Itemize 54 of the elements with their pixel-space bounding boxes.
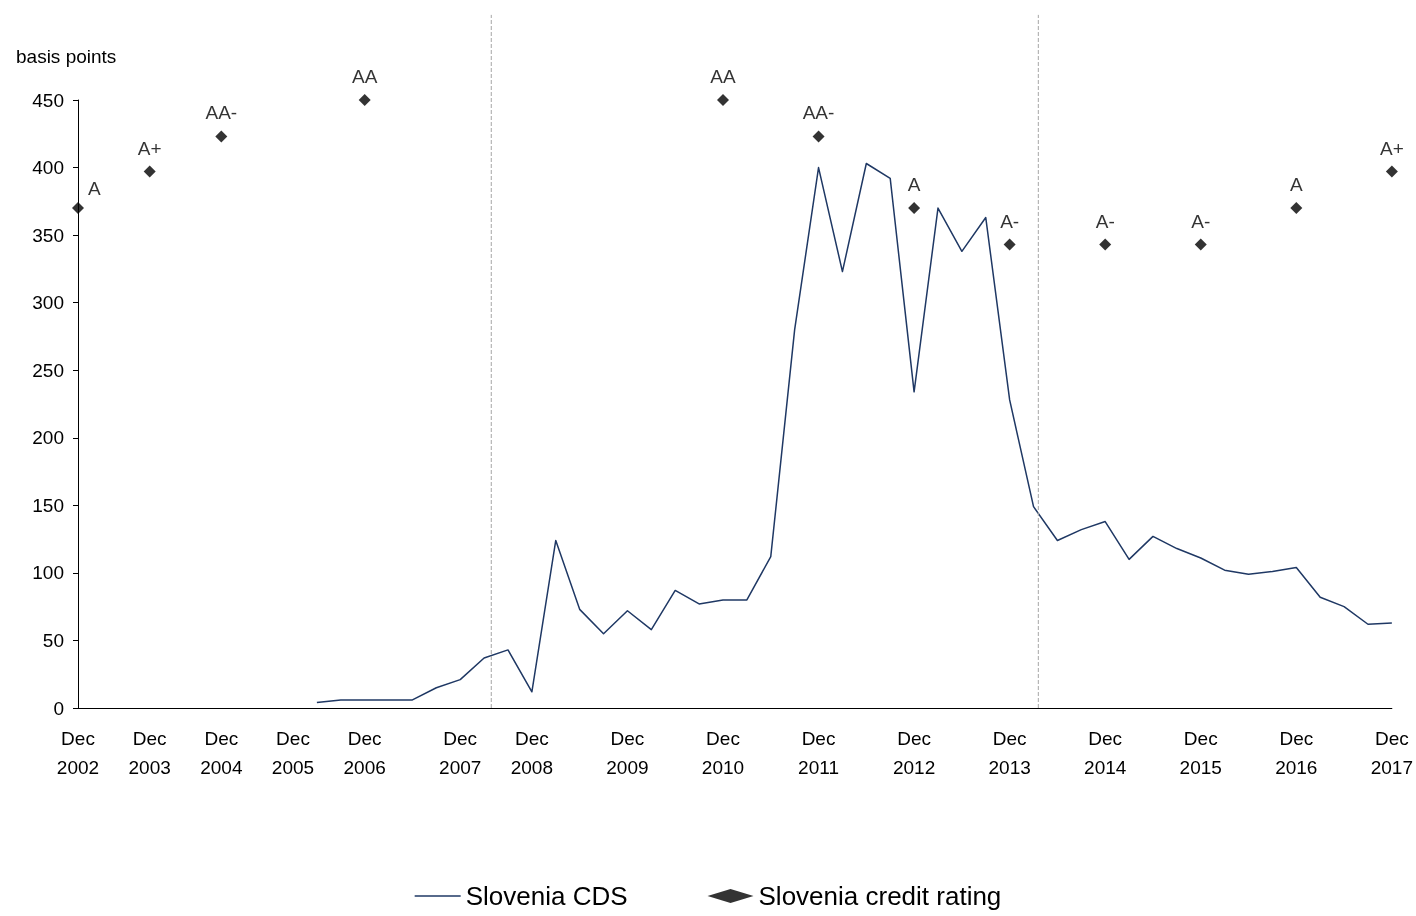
point <box>1099 238 1112 251</box>
data-label: AA <box>710 66 736 87</box>
data-label: A- <box>1191 210 1211 232</box>
y-tick-label: 450 <box>32 89 64 111</box>
x-tick-label: Dec 2013 <box>988 728 1031 778</box>
x-tick-label: Dec 2014 <box>1084 728 1127 778</box>
x-tick-label: Dec 2005 <box>271 728 315 778</box>
y-tick-label: 300 <box>32 292 64 314</box>
y-tick-label: 350 <box>32 224 64 246</box>
y-tick-label: 100 <box>32 562 64 584</box>
point <box>716 94 729 106</box>
point <box>215 130 228 143</box>
y-tick-label: 0 <box>53 697 64 719</box>
y-tick-label: 200 <box>32 427 64 449</box>
x-tick-label: Dec 2007 <box>439 728 482 778</box>
x-tick-label: Dec 2017 <box>1370 728 1414 778</box>
data-label: A- <box>1095 210 1115 232</box>
x-tick-label: Dec 2009 <box>606 728 649 778</box>
data-label: A+ <box>137 137 162 159</box>
data-label: A- <box>1000 210 1020 232</box>
y-tick-label: 50 <box>42 629 64 651</box>
x-tick-label: Dec 2016 <box>1275 728 1318 778</box>
line-series <box>316 162 1393 704</box>
legend-label: Slovenia credit rating <box>758 881 1002 911</box>
x-tick-label: Dec 2011 <box>798 728 839 778</box>
data-label: AA <box>351 66 378 87</box>
point <box>908 202 921 215</box>
x-tick-label: Dec 2008 <box>510 728 554 778</box>
point <box>72 202 84 215</box>
point <box>812 130 825 143</box>
legend-label: Slovenia CDS <box>465 881 628 911</box>
x-tick-label: Dec 2006 <box>343 728 386 778</box>
y-tick-label: 150 <box>32 494 64 516</box>
point <box>1385 165 1398 178</box>
x-tick-label: Dec 2012 <box>892 728 936 778</box>
data-label: AA- <box>205 102 238 124</box>
y-axis-title: basis points <box>16 46 117 67</box>
point <box>1003 238 1016 251</box>
point <box>358 94 371 106</box>
data-label: A+ <box>1379 137 1404 159</box>
data-label: A <box>907 174 921 196</box>
x-tick-label: Dec 2010 <box>701 728 745 778</box>
data-label: AA- <box>802 102 835 124</box>
data-label: A <box>1289 174 1303 196</box>
point <box>1194 238 1207 251</box>
point <box>143 165 156 178</box>
x-tick-label: Dec 2003 <box>128 728 171 778</box>
y-tick-label: 400 <box>32 157 64 179</box>
point <box>1290 202 1303 215</box>
y-tick-label: 250 <box>32 359 64 381</box>
x-tick-label: Dec 2004 <box>200 728 243 778</box>
data-label: A <box>88 177 101 199</box>
x-tick-label: Dec 2015 <box>1179 728 1222 778</box>
x-tick-label: Dec 2002 <box>56 728 100 778</box>
